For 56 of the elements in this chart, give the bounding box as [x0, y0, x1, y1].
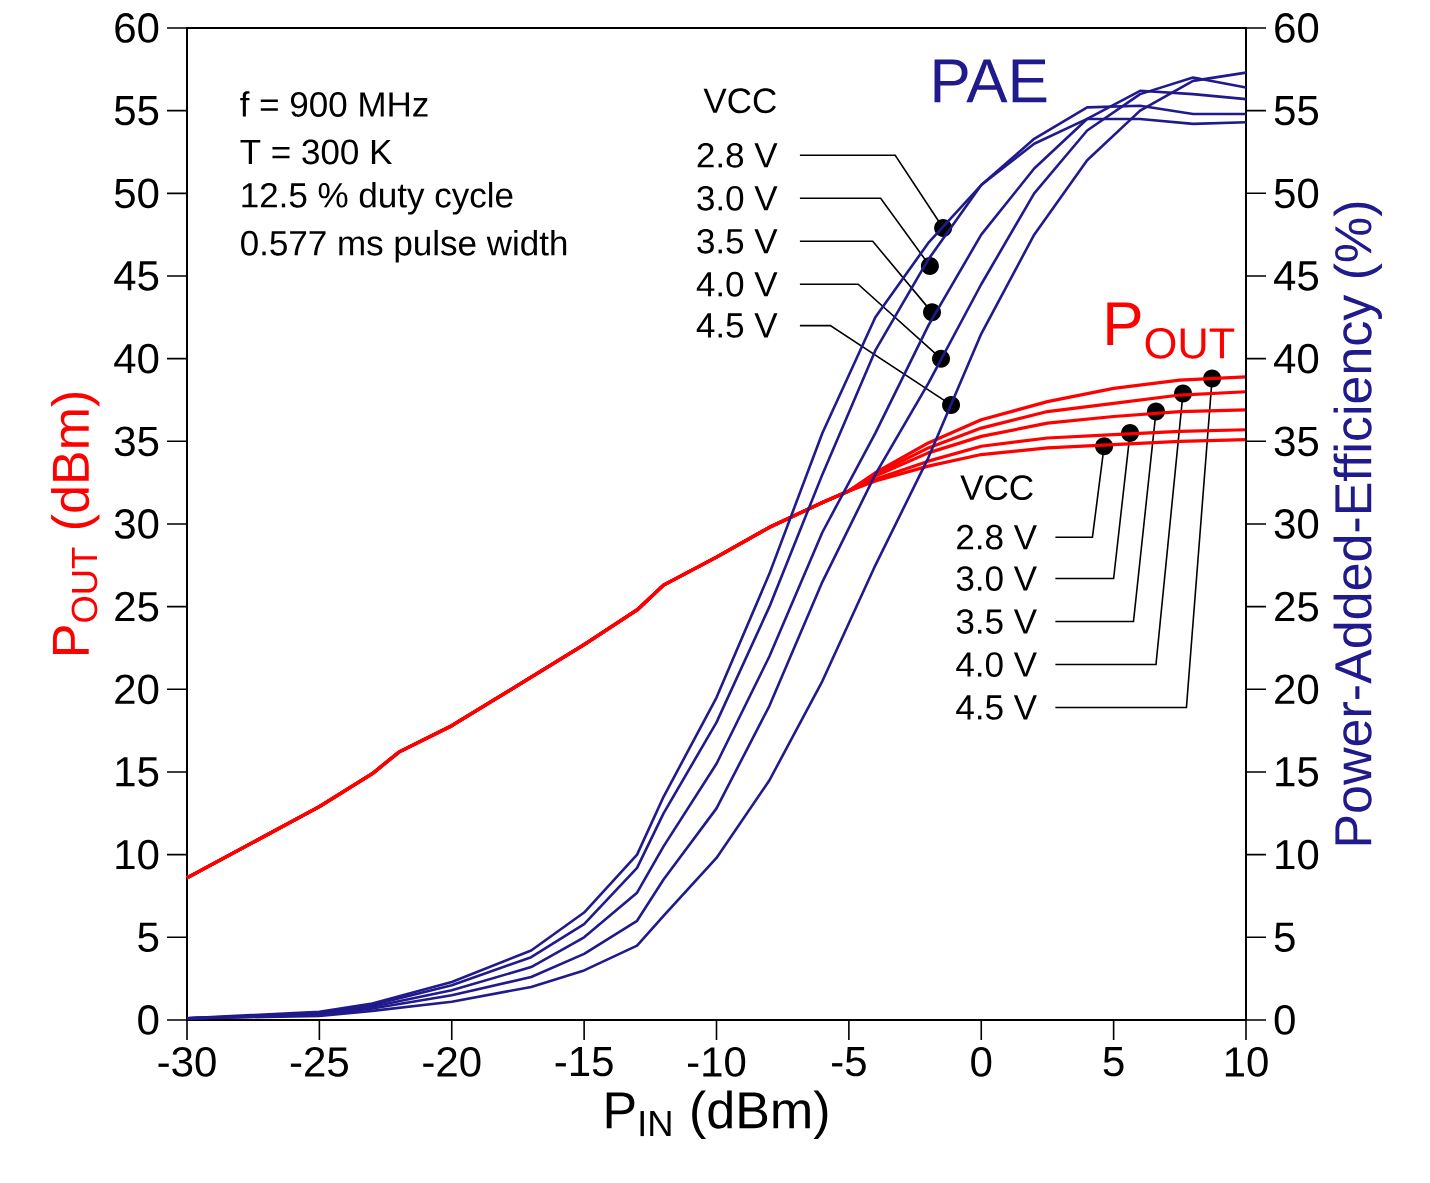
y-tick-label: 35	[114, 426, 159, 457]
y2-axis-title: Power-Added-Efficiency (%)	[1333, 202, 1382, 845]
annotation: 3.0 V	[697, 185, 778, 211]
y-tick-label: 25	[115, 591, 159, 622]
y2-tick-label: 35	[1274, 426, 1319, 457]
annotation: VCC	[960, 475, 1033, 501]
annotation: 0.577 ms pulse width	[241, 229, 567, 263]
x-axis-title: P$_{IN}$ (dBm)	[606, 1090, 828, 1139]
annotation: 2.8 V	[697, 142, 778, 168]
y-axis-title: P$_{OUT}$ (dBm)	[51, 392, 100, 654]
y-tick-label: 45	[114, 261, 159, 291]
annotation: 4.5 V	[956, 695, 1037, 720]
annotation: 4.0 V	[696, 271, 778, 297]
y-tick-label: 55	[114, 96, 159, 126]
y-tick-label: 5	[138, 922, 159, 952]
y-tick-label: 30	[114, 509, 159, 539]
y2-tick-label: 5	[1274, 922, 1295, 952]
annotation: 3.0 V	[956, 566, 1037, 591]
y2-tick-label: 20	[1275, 674, 1319, 705]
y2-tick-label: 45	[1274, 261, 1319, 291]
annotation: 4.0 V	[956, 652, 1037, 677]
annotation: 4.5 V	[696, 313, 778, 338]
y-tick-label: 60	[115, 13, 159, 43]
annotation: 3.5 V	[697, 228, 778, 254]
y2-tick-label: 10	[1276, 839, 1319, 870]
y-tick-label: 10	[116, 839, 159, 870]
x-tick-label: -15	[555, 1047, 613, 1077]
y2-tick-label: 25	[1275, 591, 1319, 622]
annotation: 2.8 V	[957, 524, 1037, 550]
y-tick-label: 20	[115, 674, 159, 705]
annotation: T = 300 K	[240, 139, 393, 165]
x-tick-label: -25	[290, 1047, 348, 1077]
y2-tick-label: 30	[1274, 509, 1319, 539]
annotation: 12.5 % duty cycle	[242, 181, 513, 215]
annotation: f = 900 MHz	[240, 91, 428, 117]
x-tick-label: -20	[423, 1047, 481, 1077]
x-tick-label: 0	[971, 1047, 992, 1077]
x-tick-label: -10	[688, 1047, 746, 1077]
annotation: 3.5 V	[956, 609, 1037, 634]
annotation: PAE	[934, 59, 1047, 103]
x-tick-label: 10	[1225, 1047, 1268, 1077]
y-tick-label: 0	[138, 1005, 159, 1035]
y2-tick-label: 15	[1276, 757, 1319, 787]
y2-tick-label: 0	[1274, 1005, 1295, 1035]
annotation: VCC	[703, 88, 776, 114]
x-tick-label: 5	[1103, 1047, 1124, 1077]
y2-tick-label: 55	[1274, 96, 1319, 126]
x-tick-label: -5	[832, 1047, 866, 1077]
y-tick-label: 50	[114, 178, 159, 209]
annotation: P$_{OUT}$	[1107, 302, 1235, 359]
y-tick-label: 40	[114, 343, 159, 374]
y2-tick-label: 50	[1274, 178, 1319, 209]
y2-tick-label: 40	[1274, 343, 1319, 374]
x-tick-label: -30	[158, 1047, 216, 1077]
y2-tick-label: 60	[1275, 13, 1319, 43]
y-tick-label: 15	[116, 757, 159, 787]
